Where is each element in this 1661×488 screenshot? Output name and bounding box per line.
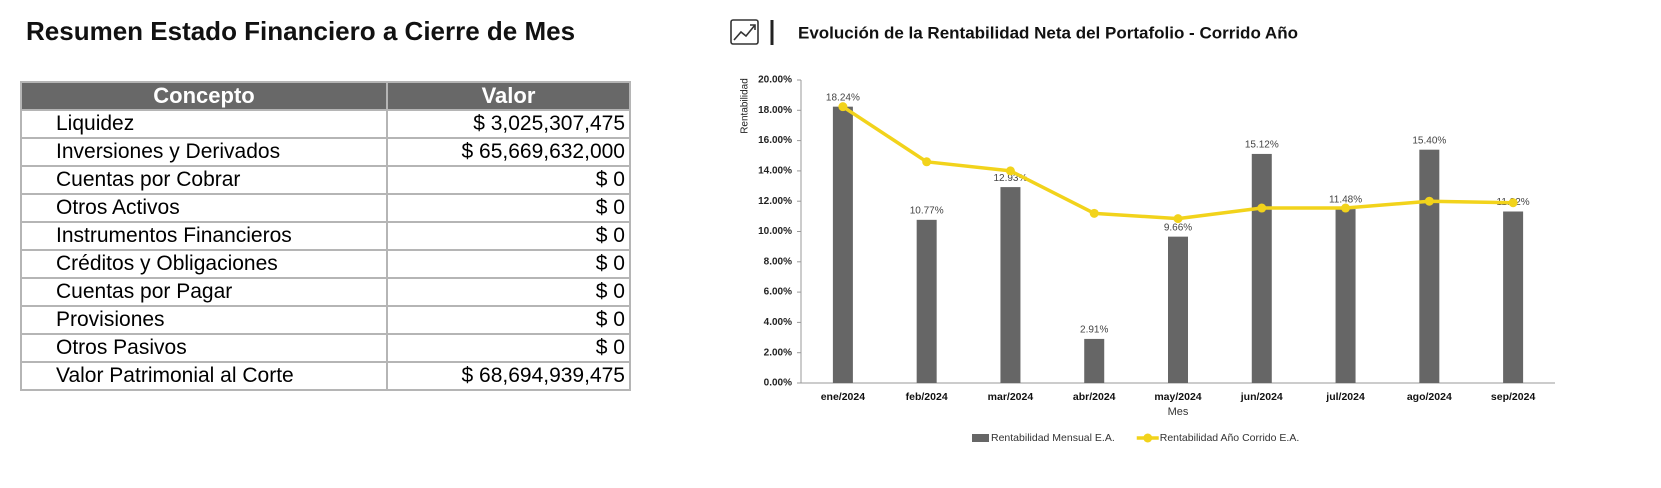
x-tick-label: jul/2024: [1325, 391, 1365, 403]
x-tick-label: ene/2024: [821, 391, 866, 403]
bar: [1168, 236, 1188, 383]
value-cell: $ 0: [386, 305, 631, 335]
x-tick-label: feb/2024: [906, 391, 948, 403]
value-cell: $ 68,694,939,475: [386, 361, 631, 391]
concept-cell: Créditos y Obligaciones: [20, 249, 388, 279]
y-tick-label: 2.00%: [764, 347, 792, 358]
line-marker: [922, 157, 932, 167]
summary-table: Concepto Valor Liquidez $ 3,025,307,475 In…: [20, 81, 631, 391]
y-tick-label: 20.00%: [758, 75, 792, 86]
x-tick-label: mar/2024: [988, 391, 1034, 403]
y-tick-label: 14.00%: [758, 166, 792, 177]
value-cell: $ 0: [386, 277, 631, 307]
data-label: 15.40%: [1412, 135, 1446, 146]
table-row: Liquidez $ 3,025,307,475: [20, 109, 631, 139]
data-label: 11.48%: [1329, 195, 1362, 206]
y-tick-label: 6.00%: [764, 287, 792, 298]
value-cell: $ 0: [386, 333, 631, 363]
concept-cell: Otros Activos: [20, 193, 388, 223]
y-tick-label: 8.00%: [764, 256, 792, 267]
concept-cell: Inversiones y Derivados: [20, 137, 388, 167]
line-marker: [1341, 203, 1351, 213]
table-row: Inversiones y Derivados $ 65,669,632,000: [20, 137, 631, 167]
x-axis-label: Mes: [1168, 406, 1189, 418]
data-label: 12.93%: [993, 173, 1027, 184]
data-label: 2.91%: [1080, 325, 1108, 336]
x-tick-label: ago/2024: [1407, 391, 1452, 403]
line-marker: [1508, 198, 1518, 208]
legend-symbol: [972, 434, 989, 442]
data-label: 10.77%: [910, 205, 944, 216]
data-label: 18.24%: [826, 92, 860, 103]
chart-title: Evolución de la Rentabilidad Neta del Po…: [798, 23, 1298, 42]
legend-label: Rentabilidad Año Corrido E.A.: [1160, 432, 1300, 444]
y-tick-label: 0.00%: [764, 378, 792, 389]
table-row: Otros Activos $ 0: [20, 193, 631, 223]
concept-cell: Cuentas por Pagar: [20, 277, 388, 307]
table-row: Créditos y Obligaciones $ 0: [20, 249, 631, 279]
data-label: 9.66%: [1164, 222, 1192, 233]
bar: [1419, 149, 1440, 383]
bar: [1000, 187, 1021, 383]
y-tick-label: 10.00%: [758, 226, 792, 237]
table-row: Provisiones $ 0: [20, 305, 631, 335]
table-row: Otros Pasivos $ 0: [20, 333, 631, 363]
y-tick-label: 16.00%: [758, 135, 792, 146]
y-tick-label: 12.00%: [758, 196, 792, 207]
table-row: Cuentas por Pagar $ 0: [20, 277, 631, 307]
concept-cell: Liquidez: [20, 109, 388, 139]
x-tick-label: may/2024: [1154, 391, 1201, 403]
value-cell: $ 0: [386, 165, 631, 195]
legend-symbol: [1143, 433, 1153, 443]
line-marker: [1257, 203, 1267, 213]
header-cell: Valor: [386, 81, 631, 111]
table-title: Resumen Estado Financiero a Cierre de Me…: [26, 16, 576, 46]
line-marker: [1089, 208, 1099, 218]
bar: [1503, 211, 1524, 383]
table-body: Liquidez $ 3,025,307,475 Inversiones y Der…: [20, 109, 631, 391]
value-cell: $ 0: [386, 221, 631, 251]
bar: [832, 106, 853, 383]
line-marker: [1424, 196, 1434, 206]
data-label: 15.12%: [1245, 140, 1279, 151]
table-row: Instrumentos Financieros $ 0: [20, 221, 631, 251]
chart-icon: [730, 19, 759, 45]
legend-label: Rentabilidad Mensual E.A.: [991, 432, 1115, 444]
line-marker: [1005, 166, 1015, 176]
concept-cell: Cuentas por Cobrar: [20, 165, 388, 195]
x-tick-label: jun/2024: [1240, 391, 1283, 403]
concept-cell: Valor Patrimonial al Corte: [20, 361, 388, 391]
y-tick-label: 4.00%: [764, 317, 792, 328]
table-row: Valor Patrimonial al Corte $ 68,694,939,4…: [20, 361, 631, 391]
bar: [1251, 153, 1272, 383]
line-marker: [838, 102, 848, 112]
table-row: Cuentas por Cobrar $ 0: [20, 165, 631, 195]
bar: [1335, 209, 1356, 383]
y-axis-label: Rentabilidad: [740, 78, 751, 134]
concept-cell: Instrumentos Financieros: [20, 221, 388, 251]
value-cell: $ 3,025,307,475: [386, 109, 631, 139]
value-cell: $ 65,669,632,000: [386, 137, 631, 167]
x-tick-label: sep/2024: [1491, 391, 1536, 403]
concept-cell: Provisiones: [20, 305, 388, 335]
value-cell: $ 0: [386, 193, 631, 223]
value-cell: $ 0: [386, 249, 631, 279]
y-tick-label: 18.00%: [758, 105, 792, 116]
bar: [1084, 338, 1105, 383]
header-row: Concepto Valor: [20, 81, 631, 111]
line-marker: [1173, 214, 1183, 224]
x-tick-label: abr/2024: [1073, 391, 1116, 403]
header-cell: Concepto: [20, 81, 388, 111]
concept-cell: Otros Pasivos: [20, 333, 388, 363]
bar: [916, 219, 937, 383]
line: [841, 105, 1514, 221]
